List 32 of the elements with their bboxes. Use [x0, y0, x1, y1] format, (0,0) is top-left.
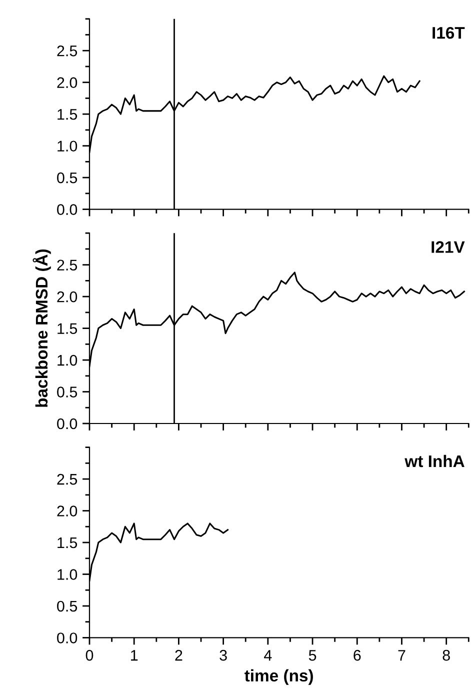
y-tick-label: 1.5 [58, 538, 78, 548]
y-tick-label: 1.0 [58, 140, 78, 152]
y-tick-label: 2.0 [57, 506, 78, 516]
x-tick-label: 0 [86, 650, 94, 661]
y-tick-label: 1.5 [58, 109, 78, 120]
x-tick-label: 3 [220, 650, 227, 661]
y-tick-label: 0.5 [57, 172, 78, 184]
annotation: wt InhA [404, 454, 464, 468]
y-tick-label: 1.0 [58, 354, 78, 366]
y-tick-label: 0.5 [57, 600, 78, 612]
y-tick-label: 2.5 [57, 474, 78, 485]
y-tick-label: 2.5 [57, 46, 78, 56]
x-axis-title: time (ns) [244, 669, 313, 685]
y-tick-label: 1.0 [58, 569, 78, 580]
y-axis-title: backbone RMSD (Å) [32, 249, 51, 407]
y-tick-label: 2.5 [57, 260, 78, 271]
x-tick-label: 4 [264, 650, 272, 661]
annotation: I21V [432, 241, 465, 253]
x-tick-label: 7 [398, 650, 406, 661]
y-tick-label: 0.0 [57, 204, 78, 215]
x-tick-label: 1 [131, 650, 138, 661]
y-tick-label: 1.5 [58, 323, 78, 334]
x-tick-label: 5 [308, 650, 316, 661]
annotation: I16T [432, 26, 465, 39]
y-tick-label: 0.5 [57, 386, 78, 398]
x-tick-label: 8 [442, 650, 450, 661]
x-tick-label: 2 [175, 650, 182, 661]
y-tick-label: 0.0 [57, 632, 78, 644]
y-tick-label: 0.0 [57, 418, 78, 430]
y-tick-label: 2.0 [57, 291, 78, 302]
y-tick-label: 2.0 [57, 77, 78, 88]
x-tick-label: 6 [354, 650, 361, 661]
